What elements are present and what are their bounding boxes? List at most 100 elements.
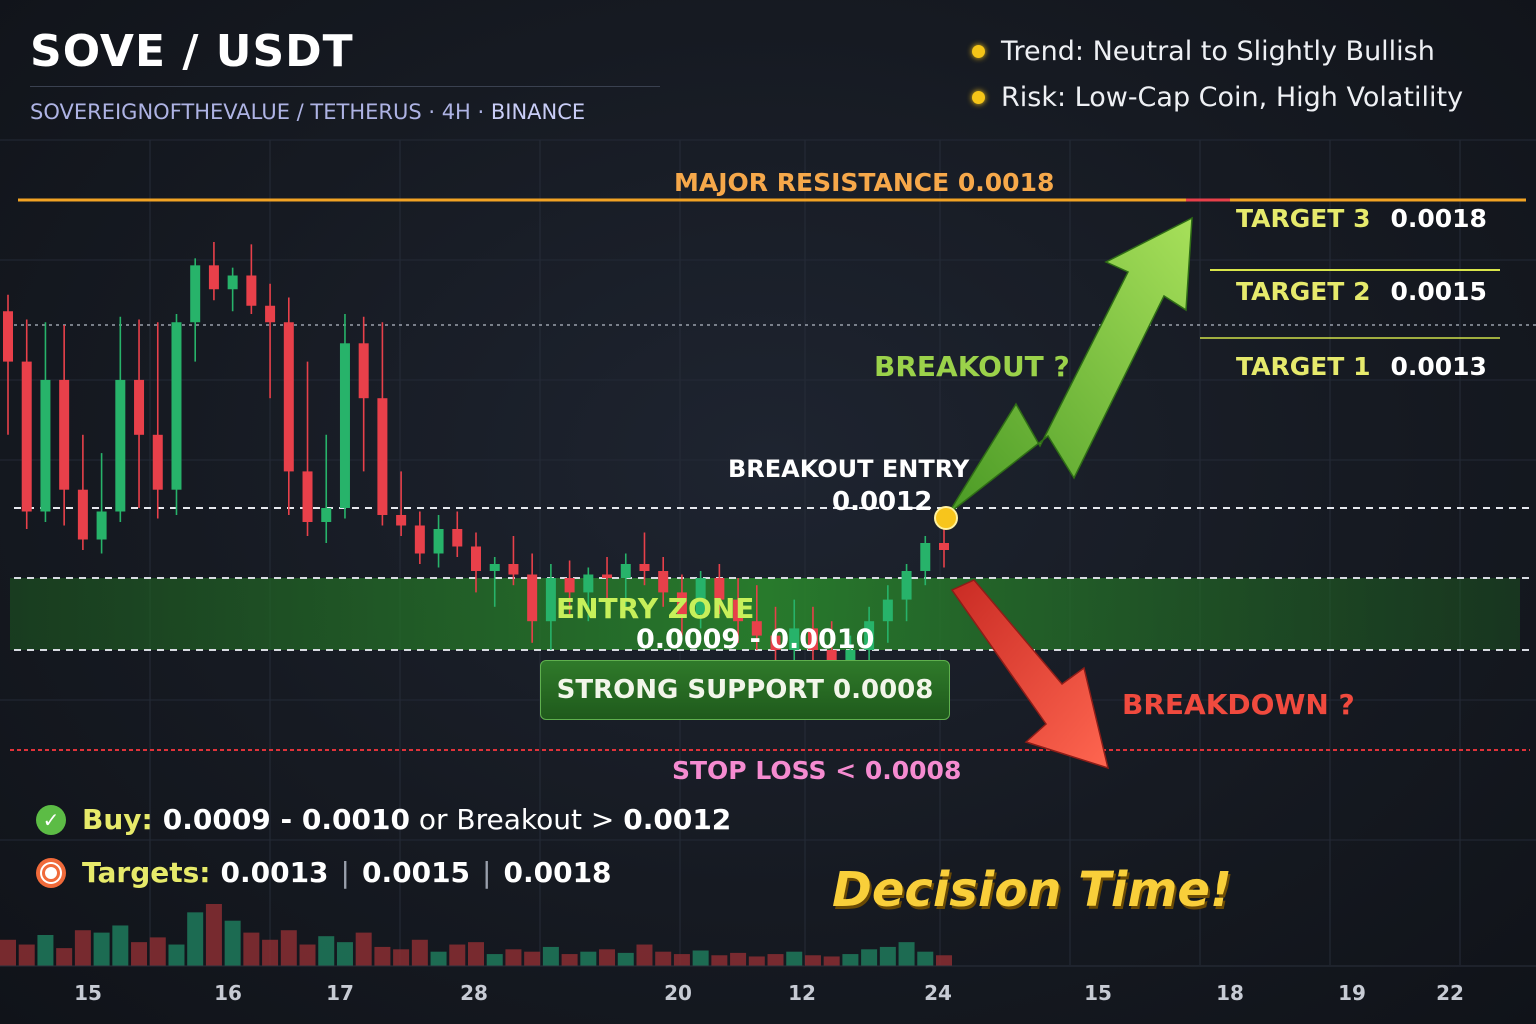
pair-name: SOVEREIGNOFTHEVALUE / TETHERUS · 4H · xyxy=(30,100,491,124)
trend-text: Trend: Neutral to Slightly Bullish xyxy=(1001,36,1435,67)
candle-body xyxy=(602,574,613,578)
volume-bar xyxy=(374,946,391,966)
separator: | xyxy=(340,856,350,889)
candle-body xyxy=(377,398,388,515)
volume-bar xyxy=(355,932,372,966)
stop-loss-label: STOP LOSS < 0.0008 xyxy=(672,756,962,785)
volume-bar xyxy=(823,956,840,966)
target-3-value: 0.0018 xyxy=(1390,204,1487,233)
volume-bar xyxy=(786,951,803,966)
candle-body xyxy=(527,574,538,622)
candle-body xyxy=(302,471,313,522)
volume-bar xyxy=(168,944,185,966)
pair-subtitle: SOVEREIGNOFTHEVALUE / TETHERUS · 4H · BI… xyxy=(30,100,585,124)
volume-bar xyxy=(617,952,634,966)
major-resistance-label: MAJOR RESISTANCE 0.0018 xyxy=(674,168,1055,197)
candle-body xyxy=(733,599,744,622)
buy-breakout-value: 0.0012 xyxy=(623,803,732,836)
volume-bar xyxy=(0,939,16,966)
targets-summary: Targets: 0.0013 | 0.0015 | 0.0018 xyxy=(36,856,612,889)
volume-bar xyxy=(18,944,35,966)
bear-arrow xyxy=(950,579,1110,770)
summary-target-1: 0.0013 xyxy=(220,856,329,889)
volume-bar xyxy=(673,954,690,966)
candle-body xyxy=(676,592,687,614)
volume-bar xyxy=(748,956,765,966)
breakout-question-label: BREAKOUT ? xyxy=(874,350,1070,383)
entry-zone-band xyxy=(10,578,1520,650)
volume-bar xyxy=(430,951,447,966)
check-icon: ✓ xyxy=(36,804,66,835)
candle-body xyxy=(358,343,369,399)
volume-bar xyxy=(205,904,222,966)
volume-bar xyxy=(411,939,428,966)
candle-body xyxy=(620,564,631,578)
volume-bar xyxy=(917,951,934,966)
target-2-value: 0.0015 xyxy=(1390,277,1487,306)
candle-body xyxy=(882,599,893,622)
candle-body xyxy=(789,628,800,650)
volume-bar xyxy=(655,951,672,966)
x-tick-label: 17 xyxy=(326,981,354,1005)
volume-bar xyxy=(468,942,484,966)
target-icon xyxy=(36,857,66,888)
x-tick-label: 28 xyxy=(460,981,488,1005)
buy-key: Buy: xyxy=(82,803,153,836)
volume-bar xyxy=(486,954,503,966)
bullet-icon xyxy=(972,91,985,104)
volume-bar xyxy=(505,949,522,966)
candle-body xyxy=(396,515,407,526)
separator: | xyxy=(482,856,492,889)
x-tick-label: 18 xyxy=(1216,981,1244,1005)
volume-bar xyxy=(711,955,728,966)
x-tick-label: 15 xyxy=(74,981,102,1005)
volume-bar xyxy=(224,920,241,966)
candle-body xyxy=(96,511,107,540)
candle-body xyxy=(545,578,556,622)
volume-bars xyxy=(0,904,1536,967)
trend-note: Trend: Neutral to Slightly Bullish xyxy=(972,36,1435,67)
target-2-label: TARGET 2 0.0015 xyxy=(1236,277,1487,306)
page-title: SOVE / USDT xyxy=(30,26,354,77)
candle-body xyxy=(77,489,88,540)
candle-body xyxy=(452,529,463,547)
volume-bar xyxy=(37,935,54,966)
strong-support-text: STRONG SUPPORT 0.0008 xyxy=(556,675,934,705)
breakout-entry-value: 0.0012 xyxy=(832,487,933,517)
candle-body xyxy=(807,628,818,650)
candle-body xyxy=(939,543,949,550)
candle-body xyxy=(171,322,182,490)
summary-target-2: 0.0015 xyxy=(361,856,471,889)
candle-body xyxy=(152,434,163,490)
volume-bar xyxy=(393,949,410,966)
title-divider xyxy=(30,86,660,87)
volume-bar xyxy=(318,936,335,966)
candle-body xyxy=(471,546,481,571)
candle-body xyxy=(246,275,257,306)
volume-bar xyxy=(56,948,73,966)
volume-bar xyxy=(243,932,260,966)
candle-body xyxy=(583,574,594,593)
candle-body xyxy=(658,571,669,593)
candlesticks xyxy=(3,242,949,710)
target-1-name: TARGET 1 xyxy=(1236,352,1371,381)
candle-body xyxy=(21,361,32,512)
volume-bar xyxy=(74,930,91,966)
candle-body xyxy=(265,305,276,323)
bullet-icon xyxy=(972,45,985,58)
candle-body xyxy=(339,343,350,508)
volume-bar xyxy=(842,954,859,966)
volume-bar xyxy=(580,951,597,966)
x-tick-label: 20 xyxy=(664,981,692,1005)
candle-body xyxy=(208,265,219,290)
volume-bar xyxy=(898,942,915,966)
volume-bar xyxy=(93,932,110,966)
candle-body xyxy=(864,621,875,650)
volume-bar xyxy=(149,937,166,966)
candle-body xyxy=(770,635,781,650)
volume-bar xyxy=(187,912,204,966)
volume-bar xyxy=(262,939,279,966)
candle-body xyxy=(639,564,650,571)
target-1-label: TARGET 1 0.0013 xyxy=(1236,352,1487,381)
candle-body xyxy=(508,564,519,575)
